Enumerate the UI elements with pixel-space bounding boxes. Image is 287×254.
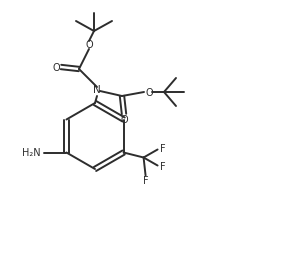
- Text: H₂N: H₂N: [22, 148, 40, 158]
- Text: F: F: [143, 176, 148, 186]
- Text: F: F: [160, 144, 165, 154]
- Text: O: O: [145, 88, 153, 98]
- Text: N: N: [93, 85, 101, 95]
- Text: O: O: [85, 40, 93, 50]
- Text: O: O: [52, 63, 60, 73]
- Text: O: O: [120, 115, 128, 124]
- Text: F: F: [160, 161, 165, 171]
